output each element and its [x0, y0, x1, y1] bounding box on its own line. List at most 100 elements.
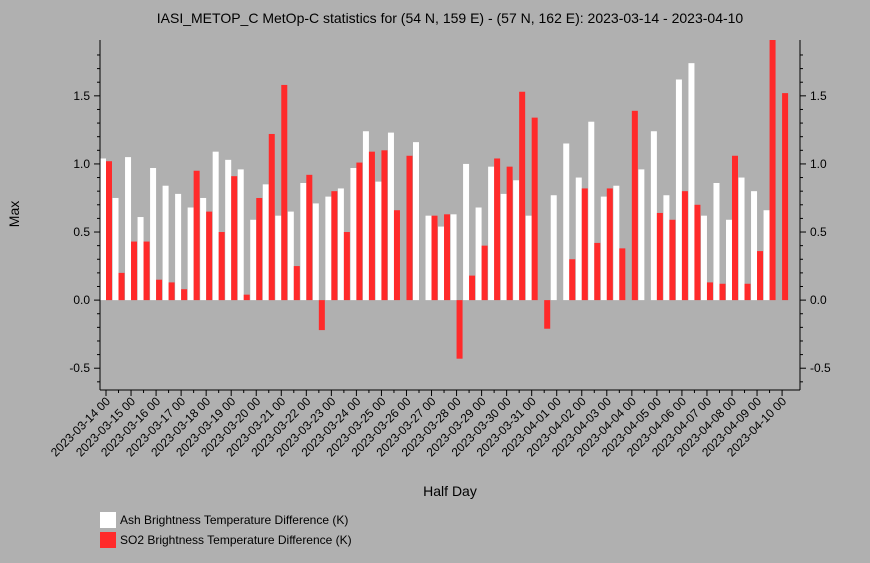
chart-title: IASI_METOP_C MetOp-C statistics for (54 …: [157, 10, 744, 26]
bar-so2-48: [706, 282, 713, 301]
bar-ash-45: [663, 195, 670, 301]
y-tick-label-right: -0.5: [810, 361, 831, 375]
bar-ash-3: [137, 217, 144, 301]
bar-ash-34: [525, 215, 532, 301]
bar-so2-11: [243, 294, 250, 301]
bar-so2-34: [531, 117, 538, 301]
bar-ash-39: [588, 121, 595, 301]
bar-ash-8: [200, 197, 207, 301]
bar-ash-13: [262, 184, 269, 301]
bar-so2-29: [469, 275, 476, 301]
bars-group: [100, 40, 789, 359]
bar-so2-49: [719, 283, 726, 301]
bar-so2-42: [631, 110, 638, 301]
bar-so2-13: [268, 133, 275, 301]
bar-ash-12: [250, 219, 257, 301]
x-axis-label: Half Day: [423, 483, 477, 499]
bar-so2-33: [519, 91, 526, 301]
bar-ash-15: [287, 211, 294, 301]
bar-so2-30: [481, 245, 488, 301]
bar-ash-36: [550, 195, 557, 301]
bar-ash-40: [600, 196, 607, 301]
bar-so2-24: [406, 155, 413, 301]
bar-so2-31: [494, 158, 501, 301]
y-tick-label: 0.0: [73, 293, 90, 307]
bar-ash-52: [751, 191, 758, 301]
bar-so2-35: [544, 300, 551, 329]
bar-ash-31: [488, 166, 495, 301]
bar-ash-53: [763, 210, 770, 301]
bar-so2-37: [569, 259, 576, 301]
bar-ash-5: [162, 185, 169, 301]
bar-ash-28: [450, 214, 457, 301]
bar-ash-11: [237, 169, 244, 301]
bar-ash-18: [325, 196, 332, 301]
bar-so2-45: [669, 219, 676, 301]
bar-so2-3: [143, 241, 150, 301]
bar-ash-38: [575, 177, 582, 301]
bar-ash-4: [150, 168, 157, 301]
bar-so2-32: [506, 166, 513, 301]
bar-so2-38: [581, 188, 588, 301]
bar-so2-22: [381, 150, 388, 301]
axes-group: -0.5 -0.50.0 0.00.5 0.51.0 1.01.5 1.52023-03-…: [48, 40, 831, 459]
bar-ash-20: [350, 168, 357, 301]
bar-so2-2: [131, 241, 138, 301]
y-tick-label: 1.5: [73, 89, 90, 103]
y-tick-label-right: 1.5: [810, 89, 827, 103]
bar-so2-53: [769, 40, 776, 301]
bar-so2-23: [393, 210, 400, 301]
bar-so2-52: [757, 251, 764, 301]
y-tick-label: -0.5: [69, 361, 90, 375]
bar-so2-46: [681, 191, 688, 301]
bar-ash-16: [300, 183, 307, 301]
bar-so2-28: [456, 300, 463, 359]
bar-so2-17: [318, 300, 325, 331]
bar-ash-46: [675, 79, 682, 301]
bar-ash-50: [726, 219, 732, 301]
bar-so2-47: [694, 204, 701, 301]
bar-so2-27: [444, 214, 451, 301]
bar-so2-44: [656, 212, 663, 301]
bar-so2-4: [156, 279, 163, 301]
legend-swatch-ash: [100, 512, 116, 528]
bar-so2-19: [343, 232, 350, 301]
y-tick-label: 1.0: [73, 157, 90, 171]
bar-ash-17: [312, 203, 319, 301]
bar-ash-26: [425, 215, 432, 301]
bar-ash-49: [713, 183, 720, 301]
y-tick-label-right: 0.5: [810, 225, 827, 239]
bar-so2-16: [306, 174, 313, 301]
bar-ash-41: [613, 185, 620, 301]
legend-label-so2: SO2 Brightness Temperature Difference (K…: [120, 533, 352, 547]
bar-ash-27: [438, 226, 445, 301]
bar-ash-1: [112, 197, 119, 301]
bar-so2-40: [606, 188, 613, 301]
bar-so2-1: [118, 272, 125, 301]
bar-ash-43: [638, 169, 645, 301]
bar-so2-5: [168, 282, 175, 301]
bar-so2-50: [732, 155, 738, 301]
bar-so2-20: [356, 162, 363, 301]
bar-ash-7: [187, 207, 194, 301]
bar-ash-2: [125, 157, 132, 301]
bar-so2-12: [256, 197, 263, 301]
legend-swatch-so2: [100, 532, 116, 548]
y-axis-label: Max: [6, 201, 22, 227]
bar-so2-26: [431, 215, 438, 301]
bar-ash-9: [212, 151, 219, 301]
bar-ash-19: [337, 188, 344, 301]
bar-ash-6: [175, 193, 182, 301]
y-tick-label-right: 0.0: [810, 293, 827, 307]
bar-so2-6: [181, 289, 188, 301]
bar-so2-7: [193, 170, 200, 301]
bar-ash-25: [413, 142, 419, 301]
bar-ash-44: [650, 131, 657, 301]
bar-so2-54: [782, 93, 789, 301]
bar-ash-48: [700, 215, 707, 301]
bar-ash-32: [500, 193, 507, 301]
bar-ash-37: [563, 143, 570, 301]
bar-ash-30: [475, 207, 482, 301]
bar-ash-29: [463, 163, 470, 301]
